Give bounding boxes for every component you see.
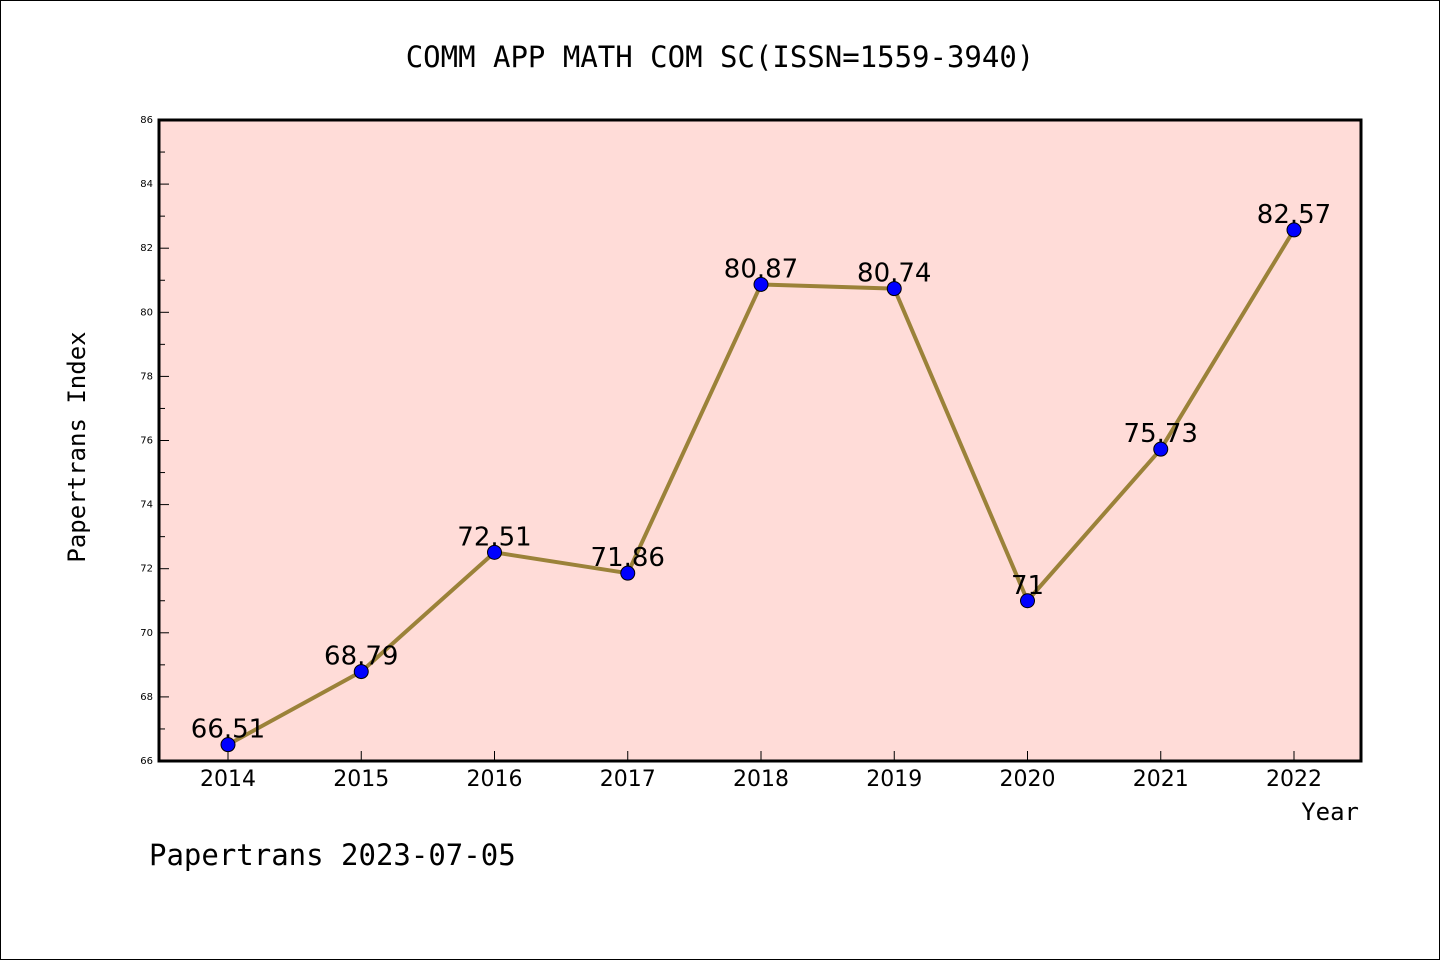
data-point bbox=[220, 737, 236, 753]
data-label: 75.73 bbox=[1124, 419, 1198, 449]
y-tick-label: 80 bbox=[140, 307, 153, 318]
x-tick-label: 2017 bbox=[600, 767, 656, 792]
data-point bbox=[1153, 441, 1169, 457]
y-tick-label: 76 bbox=[140, 436, 153, 447]
chart-title: COMM APP MATH COM SC(ISSN=1559-3940) bbox=[406, 40, 1035, 74]
x-tick-label: 2015 bbox=[333, 767, 389, 792]
data-label: 80.74 bbox=[857, 259, 931, 289]
footer-text: Papertrans 2023-07-05 bbox=[149, 838, 516, 872]
data-label: 80.87 bbox=[724, 254, 798, 284]
x-tick-label: 2020 bbox=[1000, 767, 1056, 792]
y-tick-label: 70 bbox=[140, 628, 153, 639]
x-tick-label: 2014 bbox=[200, 767, 256, 792]
y-axis-ticks: 66 68 70 72 74 76 78 80 82 84 86 bbox=[140, 115, 169, 767]
data-point bbox=[1286, 222, 1302, 238]
data-point bbox=[1020, 593, 1035, 609]
x-tick-label: 2018 bbox=[733, 767, 789, 792]
data-label: 82.57 bbox=[1257, 200, 1331, 230]
data-label: 66.51 bbox=[191, 715, 265, 745]
data-label: 68.79 bbox=[324, 642, 398, 672]
x-tick-label: 2022 bbox=[1266, 767, 1322, 792]
x-axis-ticks: 2014 2015 2016 2017 2018 2019 2020 2021 2022 bbox=[200, 751, 1322, 792]
data-point bbox=[487, 544, 502, 560]
y-tick-label: 78 bbox=[140, 371, 153, 382]
y-tick-label: 82 bbox=[140, 243, 153, 254]
x-axis-label: Year bbox=[1301, 798, 1359, 826]
data-point bbox=[620, 565, 636, 581]
y-tick-label: 66 bbox=[140, 756, 153, 767]
data-label: 71 bbox=[1011, 571, 1044, 601]
plot-frame bbox=[157, 118, 1363, 763]
data-point bbox=[886, 281, 902, 297]
x-tick-label: 2021 bbox=[1133, 767, 1189, 792]
y-tick-label: 68 bbox=[140, 692, 153, 703]
data-point bbox=[353, 664, 369, 680]
y-tick-label: 86 bbox=[140, 115, 153, 126]
y-tick-label: 84 bbox=[140, 179, 153, 190]
y-tick-label: 72 bbox=[140, 564, 153, 575]
x-tick-label: 2016 bbox=[467, 767, 523, 792]
data-label: 72.51 bbox=[457, 522, 531, 552]
y-axis-label: Papertrans Index bbox=[63, 331, 91, 562]
series-group: 66.51 68.79 72.51 71.86 80.87 80.74 71 75.73 82.… bbox=[191, 200, 1331, 753]
y-tick-label: 74 bbox=[140, 500, 153, 511]
plot-area bbox=[159, 120, 1361, 761]
x-tick-label: 2019 bbox=[866, 767, 922, 792]
data-point bbox=[753, 276, 769, 292]
data-label: 71.86 bbox=[591, 543, 665, 573]
